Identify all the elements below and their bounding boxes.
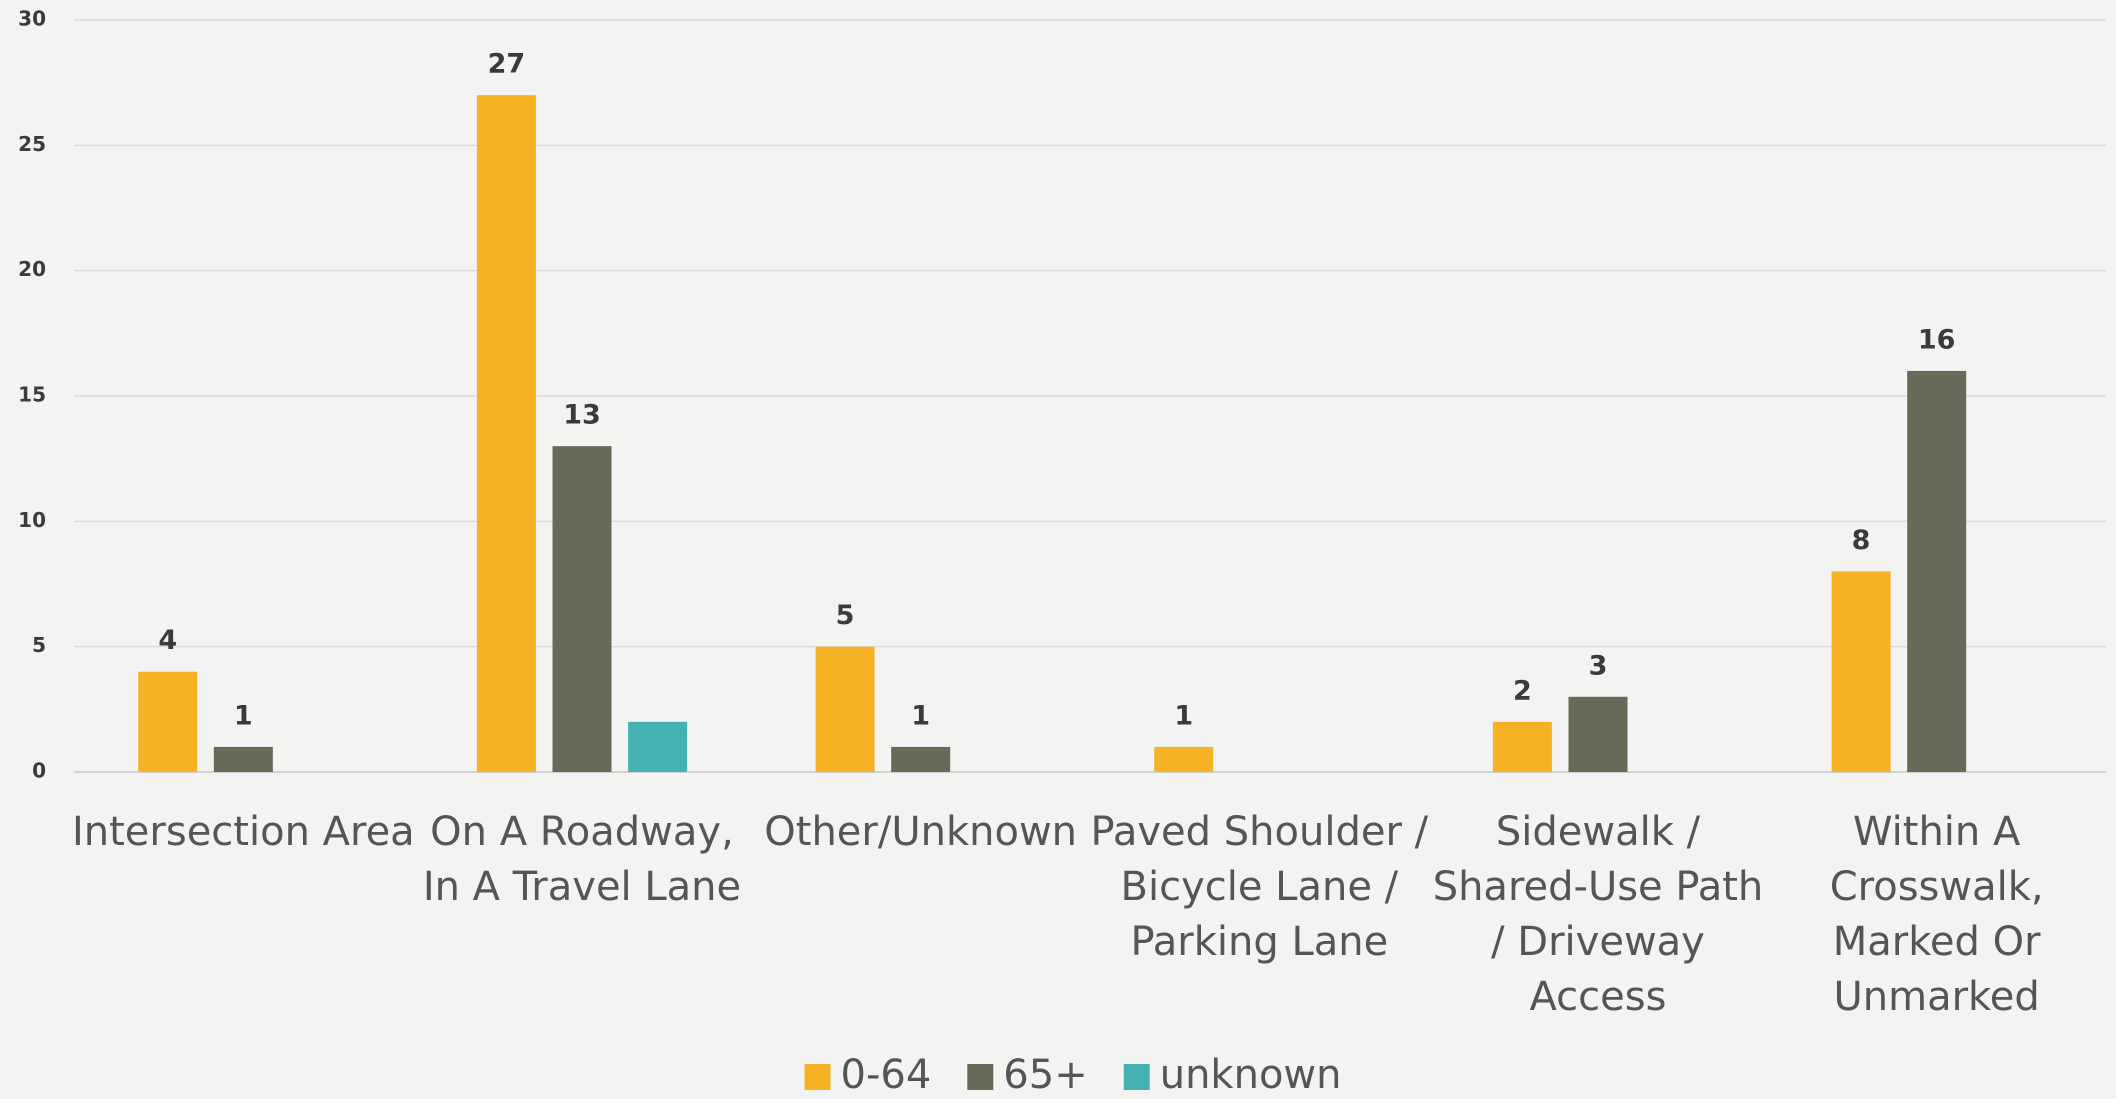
data-label: 5 [836, 600, 855, 631]
data-label: 4 [158, 625, 177, 656]
legend-swatch [804, 1064, 831, 1090]
bar [1492, 721, 1552, 772]
data-label: 2 [1513, 675, 1532, 706]
data-label: 1 [234, 700, 253, 731]
data-label: 1 [911, 700, 930, 731]
data-label: 16 [1918, 324, 1956, 355]
legend-label: 65+ [1003, 1052, 1087, 1098]
x-tick-label: On A Roadway, In A Travel Lane [422, 809, 742, 910]
bar [138, 671, 198, 772]
legend-label: 0-64 [841, 1052, 932, 1098]
bar [1907, 370, 1967, 772]
x-tick-label: Other/Unknown [764, 809, 1078, 855]
bar [476, 95, 536, 772]
bar [552, 446, 612, 772]
x-tick-label: Intersection Area [71, 809, 415, 855]
bar [213, 746, 273, 772]
data-label: 8 [1852, 525, 1871, 556]
bar [1568, 696, 1628, 772]
x-tick-label: Sidewalk / Shared-Use Path / Driveway Ac… [1432, 809, 1764, 1020]
y-tick-label: 30 [18, 7, 46, 31]
legend-swatch [1123, 1064, 1150, 1090]
data-label: 1 [1174, 700, 1193, 731]
x-tick-label: Paved Shoulder / Bicycle Lane / Parking … [1090, 809, 1429, 965]
y-tick-label: 5 [32, 633, 46, 657]
y-tick-label: 10 [18, 508, 46, 532]
legend-swatch [967, 1064, 994, 1090]
y-tick-label: 20 [18, 257, 46, 281]
data-label: 27 [488, 49, 526, 80]
bar [1154, 746, 1214, 772]
x-tick-label: Within A Crosswalk, Marked Or Unmarked [1829, 809, 2044, 1020]
data-label: 13 [563, 400, 601, 431]
bar [628, 721, 688, 772]
y-tick-label: 25 [18, 132, 46, 156]
y-tick-label: 15 [18, 383, 46, 407]
legend-label: unknown [1160, 1052, 1342, 1098]
bar [815, 646, 875, 772]
data-label: 3 [1589, 650, 1608, 681]
y-tick-label: 0 [32, 759, 46, 783]
bar [1831, 571, 1891, 772]
bar [891, 746, 951, 772]
